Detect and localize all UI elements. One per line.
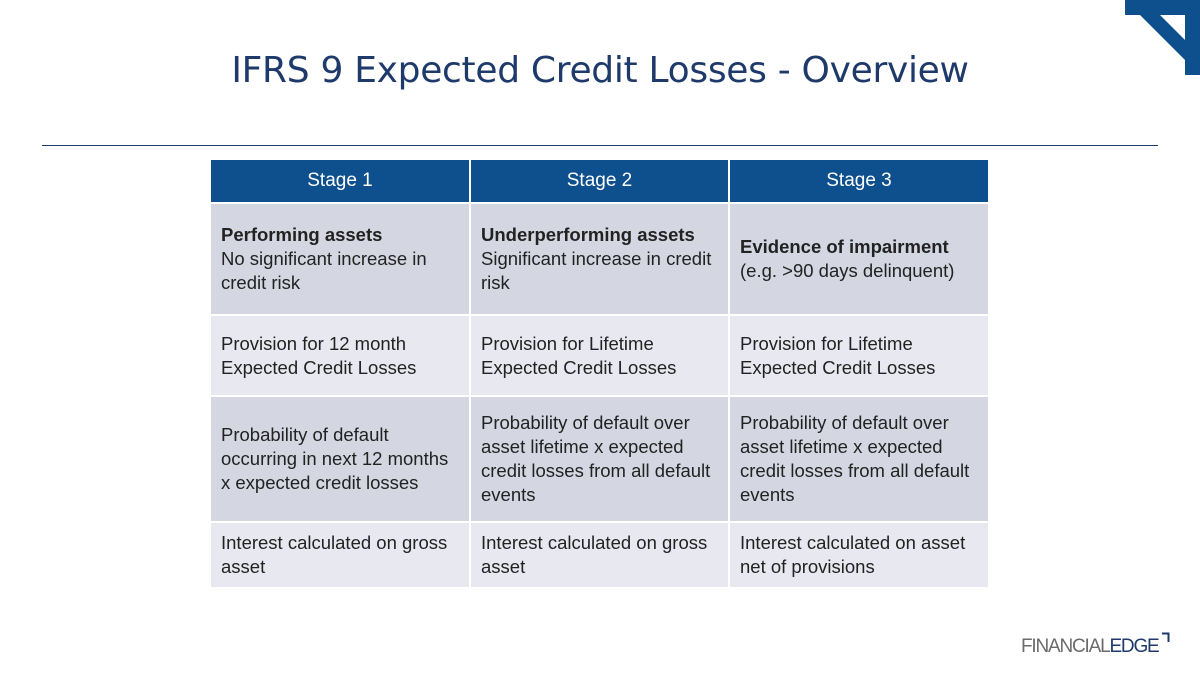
stages-table: Stage 1 Stage 2 Stage 3 Performing asset… xyxy=(211,160,988,587)
cell-text: Significant increase in credit risk xyxy=(481,248,712,293)
table-row-provision: Provision for 12 month Expected Credit L… xyxy=(211,314,988,396)
table-row-interest: Interest calculated on gross asset Inter… xyxy=(211,521,988,587)
header-stage-1: Stage 1 xyxy=(211,160,470,203)
header-stage-3: Stage 3 xyxy=(728,160,988,203)
cell-stage-1-quality: Performing assets No significant increas… xyxy=(211,202,470,315)
cell-heading: Underperforming assets xyxy=(481,224,695,245)
table-row-probability: Probability of default occurring in next… xyxy=(211,395,988,522)
cell-stage-2-interest: Interest calculated on gross asset xyxy=(469,521,729,587)
cell-stage-3-quality: Evidence of impairment (e.g. >90 days de… xyxy=(728,202,988,315)
cell-text: No significant increase in credit risk xyxy=(221,248,427,293)
financial-edge-logo: FINANCIALEDGE xyxy=(1021,632,1169,658)
cell-text: (e.g. >90 days delinquent) xyxy=(740,260,955,281)
cell-stage-3-provision: Provision for Lifetime Expected Credit L… xyxy=(728,314,988,396)
title-divider xyxy=(42,145,1158,146)
header-stage-2: Stage 2 xyxy=(469,160,729,203)
corner-bracket-icon xyxy=(1161,632,1169,642)
cell-stage-1-interest: Interest calculated on gross asset xyxy=(211,521,470,587)
cell-stage-1-probability: Probability of default occurring in next… xyxy=(211,395,470,522)
cell-stage-1-provision: Provision for 12 month Expected Credit L… xyxy=(211,314,470,396)
cell-stage-3-interest: Interest calculated on asset net of prov… xyxy=(728,521,988,587)
logo-text-financial: FINANCIAL xyxy=(1021,636,1111,657)
cell-heading: Evidence of impairment xyxy=(740,236,949,257)
corner-accent-icon xyxy=(1125,0,1200,75)
cell-heading: Performing assets xyxy=(221,224,383,245)
cell-stage-2-probability: Probability of default over asset lifeti… xyxy=(469,395,729,522)
cell-stage-2-quality: Underperforming assets Significant incre… xyxy=(469,202,729,315)
cell-stage-2-provision: Provision for Lifetime Expected Credit L… xyxy=(469,314,729,396)
cell-stage-3-probability: Probability of default over asset lifeti… xyxy=(728,395,988,522)
logo-text-edge: EDGE xyxy=(1109,636,1159,657)
table-row-asset-quality: Performing assets No significant increas… xyxy=(211,202,988,315)
page-title: IFRS 9 Expected Credit Losses - Overview xyxy=(231,50,969,91)
header-row: Stage 1 Stage 2 Stage 3 xyxy=(211,160,988,203)
